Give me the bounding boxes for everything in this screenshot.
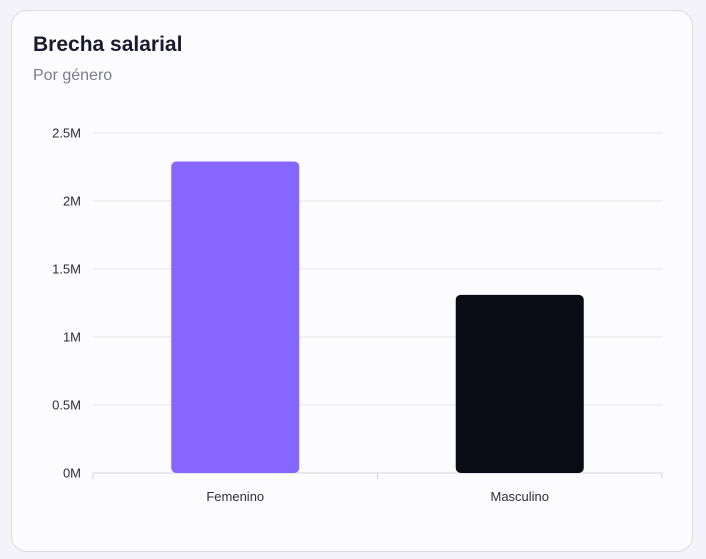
x-tick-label: Femenino bbox=[206, 489, 264, 504]
y-axis-ticks: 0M 0.5M 1M 1.5M 2M 2.5M bbox=[52, 126, 81, 481]
x-axis bbox=[92, 472, 663, 479]
bar-femenino[interactable] bbox=[171, 161, 300, 473]
y-tick-label: 0.5M bbox=[52, 398, 81, 413]
y-tick-label: 0M bbox=[63, 466, 81, 481]
x-tick-label: Masculino bbox=[490, 489, 549, 504]
chart-card: Brecha salarial Por género bbox=[11, 10, 693, 552]
y-tick-label: 2M bbox=[63, 194, 81, 209]
card-subtitle: Por género bbox=[33, 67, 113, 84]
y-tick-label: 1.5M bbox=[52, 262, 81, 277]
y-tick-label: 2.5M bbox=[52, 126, 81, 141]
bar-masculino[interactable] bbox=[455, 294, 584, 473]
x-axis-ticks: Femenino Masculino bbox=[206, 489, 549, 504]
y-tick-label: 1M bbox=[63, 330, 81, 345]
card-title: Brecha salarial bbox=[33, 33, 183, 56]
bars bbox=[171, 161, 584, 473]
